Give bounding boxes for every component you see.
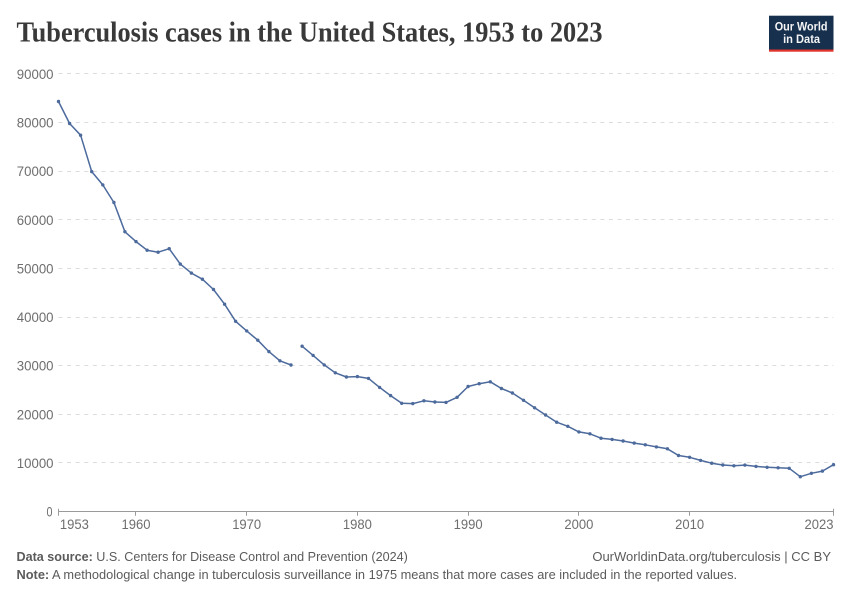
svg-text:40000: 40000 — [17, 309, 54, 325]
svg-text:60000: 60000 — [17, 212, 54, 228]
svg-text:OurWorldinData.org/tuberculosi: OurWorldinData.org/tuberculosis | CC BY — [592, 549, 831, 564]
svg-text:Our World: Our World — [775, 21, 828, 34]
svg-text:1970: 1970 — [232, 516, 261, 532]
svg-text:1953: 1953 — [60, 516, 89, 532]
svg-text:80000: 80000 — [17, 115, 54, 131]
svg-text:Data source: U.S. Centers for: Data source: U.S. Centers for Disease Co… — [17, 550, 408, 564]
svg-text:1960: 1960 — [122, 516, 151, 532]
svg-text:2023: 2023 — [805, 516, 834, 532]
svg-text:70000: 70000 — [17, 163, 54, 179]
svg-text:2000: 2000 — [564, 516, 593, 532]
svg-text:1990: 1990 — [454, 516, 483, 532]
svg-text:0: 0 — [47, 504, 53, 520]
svg-text:in Data: in Data — [783, 33, 821, 46]
svg-text:2010: 2010 — [675, 516, 704, 532]
svg-text:1980: 1980 — [343, 516, 372, 532]
svg-text:Tuberculosis cases in the Unit: Tuberculosis cases in the United States,… — [17, 17, 603, 48]
svg-text:50000: 50000 — [17, 260, 54, 276]
svg-text:30000: 30000 — [17, 358, 54, 374]
svg-text:90000: 90000 — [17, 66, 54, 82]
svg-text:Note: A methodological change: Note: A methodological change in tubercu… — [17, 567, 738, 582]
svg-text:10000: 10000 — [17, 455, 54, 471]
svg-text:20000: 20000 — [17, 406, 54, 422]
